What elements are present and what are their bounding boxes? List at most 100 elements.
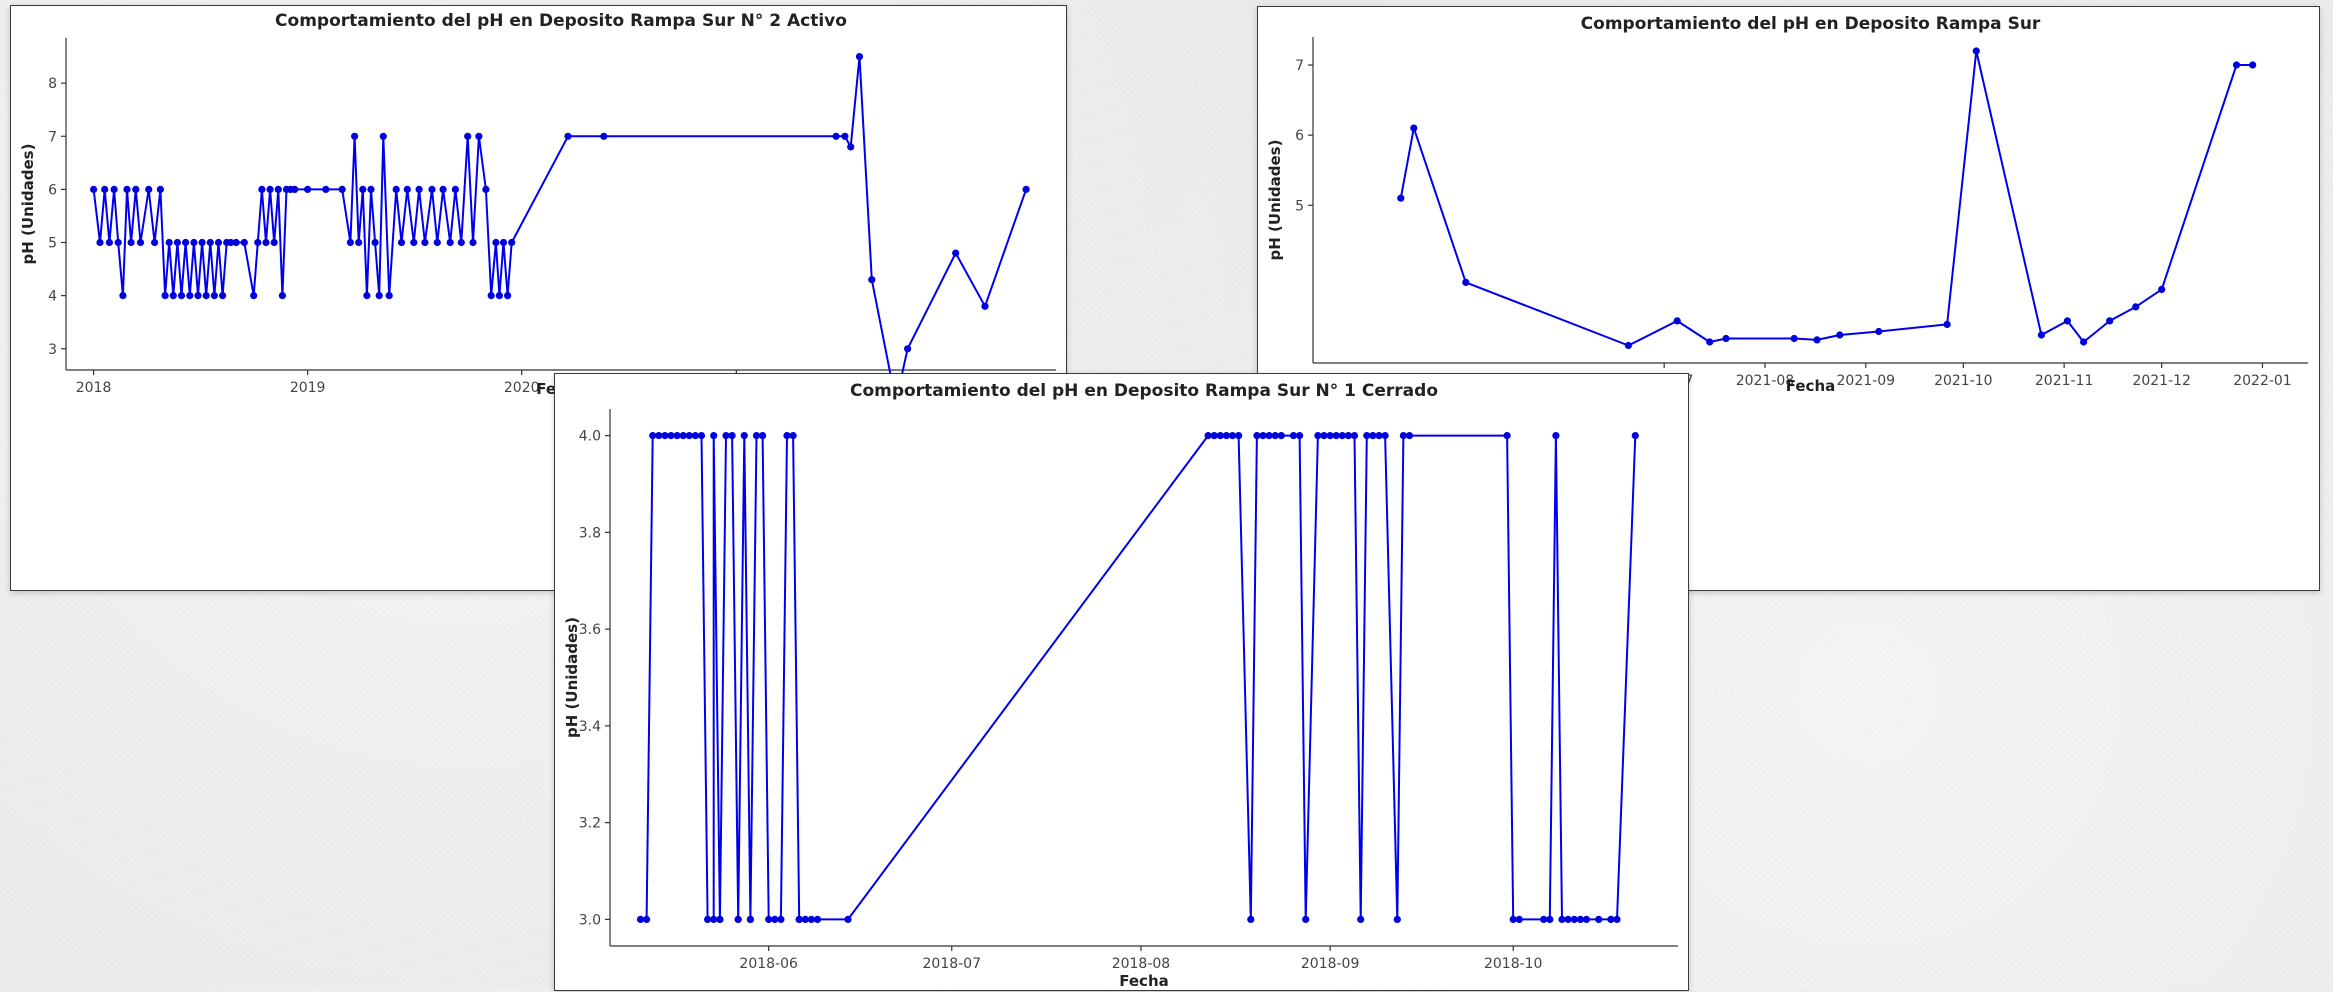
data-point	[278, 292, 286, 300]
data-point	[1624, 341, 1632, 350]
data-point	[469, 238, 477, 247]
data-point	[487, 292, 495, 300]
data-point	[232, 238, 240, 247]
data-point	[1509, 915, 1517, 924]
x-tick-label: 2018-10	[1484, 956, 1543, 972]
data-point	[789, 432, 797, 440]
y-tick-label: 7	[48, 129, 57, 145]
data-point	[375, 292, 383, 300]
y-tick-label: 6	[1295, 128, 1304, 144]
data-point	[492, 238, 500, 247]
data-point	[1259, 432, 1267, 440]
data-point	[508, 238, 516, 247]
data-point	[1462, 278, 1470, 286]
data-point	[1790, 334, 1798, 343]
y-tick-label: 8	[48, 76, 57, 92]
y-tick-label: 3.4	[579, 719, 601, 735]
data-point	[385, 292, 393, 300]
y-axis-label: pH (Unidades)	[19, 144, 37, 265]
data-point	[1271, 432, 1279, 440]
data-point	[1631, 432, 1639, 440]
data-point	[322, 185, 330, 193]
data-point	[1277, 432, 1285, 440]
chart-svg-left: Comportamiento del pH en Deposito Rampa …	[19, 11, 1056, 398]
series-group	[90, 53, 1030, 376]
data-point	[847, 143, 855, 151]
data-point	[1022, 185, 1030, 193]
data-point	[673, 432, 681, 440]
chart-panel-rampa-sur-1-cerrado: Comportamiento del pH en Deposito Rampa …	[554, 373, 1689, 991]
data-point	[1836, 331, 1844, 339]
y-axis-label: pH (Unidades)	[563, 617, 581, 738]
data-point	[716, 915, 724, 924]
data-point	[1875, 327, 1883, 336]
y-tick-label: 4	[48, 289, 57, 305]
x-tick-label: 2019	[290, 380, 326, 396]
data-point	[2080, 338, 2088, 346]
data-point	[1338, 432, 1346, 440]
data-point	[2158, 285, 2166, 293]
data-point	[759, 432, 767, 440]
data-point	[156, 185, 164, 193]
data-point	[1326, 432, 1334, 440]
data-point	[832, 132, 840, 140]
data-point	[685, 432, 693, 440]
data-point	[981, 302, 989, 310]
data-point	[1216, 432, 1224, 440]
data-point	[855, 53, 864, 61]
y-tick-label: 3.2	[579, 816, 601, 832]
data-point	[765, 915, 773, 924]
data-point	[451, 185, 459, 193]
data-point	[1296, 432, 1304, 440]
data-point	[1503, 432, 1511, 440]
data-point	[1314, 432, 1322, 440]
data-point	[1332, 432, 1340, 440]
data-point	[807, 915, 815, 924]
x-axis-label: Fecha	[1119, 972, 1169, 990]
data-point	[421, 238, 429, 247]
data-point	[367, 185, 375, 193]
data-point	[1972, 47, 1980, 55]
chart-panel-rampa-sur-2-activo: Comportamiento del pH en Deposito Rampa …	[10, 5, 1067, 591]
data-point	[415, 185, 423, 193]
data-point	[1228, 432, 1237, 440]
data-point	[1706, 338, 1714, 346]
data-point	[446, 238, 454, 247]
data-point	[363, 292, 371, 300]
data-point	[254, 238, 262, 247]
data-point	[1399, 432, 1407, 440]
data-point	[783, 432, 791, 440]
data-point	[771, 915, 779, 924]
chart-svg-right: Comportamiento del pH en Deposito Rampa …	[1266, 14, 2308, 395]
data-point	[355, 238, 363, 247]
data-point	[499, 238, 508, 247]
data-point	[904, 345, 912, 353]
y-tick-label: 3.6	[579, 622, 601, 638]
data-point	[433, 238, 441, 247]
x-tick-label: 2022-01	[2233, 373, 2292, 389]
data-point	[661, 432, 669, 440]
data-point	[1595, 915, 1603, 924]
data-point	[795, 915, 803, 924]
data-point	[119, 292, 127, 300]
data-point	[1363, 432, 1371, 440]
data-point	[679, 432, 687, 440]
data-point	[359, 185, 367, 193]
data-point	[291, 185, 299, 193]
data-point	[96, 238, 104, 247]
data-point	[464, 132, 472, 140]
data-point	[777, 915, 785, 924]
data-point	[813, 915, 822, 924]
data-point	[1393, 915, 1401, 924]
data-point	[649, 432, 657, 440]
data-point	[127, 238, 135, 247]
data-point	[410, 238, 418, 247]
data-point	[1357, 915, 1365, 924]
data-point	[114, 238, 122, 247]
data-point	[132, 185, 140, 193]
data-point	[1247, 915, 1255, 924]
data-point	[1943, 320, 1951, 328]
data-point	[403, 185, 411, 193]
x-tick-label: 2018-09	[1301, 956, 1360, 972]
data-point	[1350, 432, 1359, 440]
